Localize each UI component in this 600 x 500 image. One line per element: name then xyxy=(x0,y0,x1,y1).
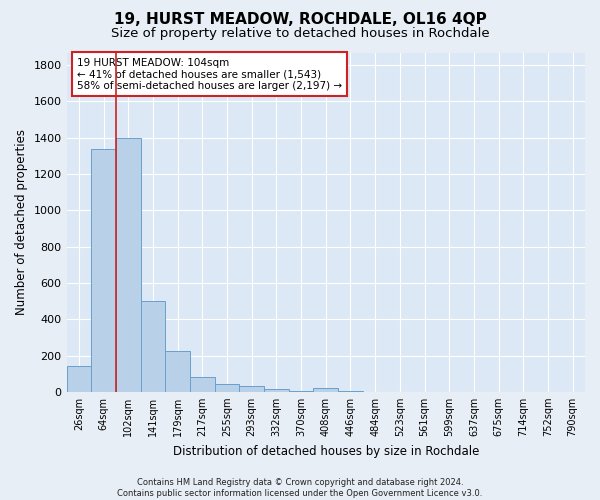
Bar xyxy=(67,366,91,392)
Bar xyxy=(140,301,165,392)
Bar xyxy=(116,138,140,392)
Text: Contains HM Land Registry data © Crown copyright and database right 2024.
Contai: Contains HM Land Registry data © Crown c… xyxy=(118,478,482,498)
Bar xyxy=(338,391,363,392)
Text: 19 HURST MEADOW: 104sqm
← 41% of detached houses are smaller (1,543)
58% of semi: 19 HURST MEADOW: 104sqm ← 41% of detache… xyxy=(77,58,342,91)
Bar xyxy=(289,391,313,392)
Bar xyxy=(239,386,264,392)
Bar xyxy=(165,351,190,392)
X-axis label: Distribution of detached houses by size in Rochdale: Distribution of detached houses by size … xyxy=(173,444,479,458)
Bar xyxy=(215,384,239,392)
Bar xyxy=(190,378,215,392)
Bar xyxy=(264,388,289,392)
Text: Size of property relative to detached houses in Rochdale: Size of property relative to detached ho… xyxy=(110,28,490,40)
Text: 19, HURST MEADOW, ROCHDALE, OL16 4QP: 19, HURST MEADOW, ROCHDALE, OL16 4QP xyxy=(113,12,487,28)
Y-axis label: Number of detached properties: Number of detached properties xyxy=(15,129,28,315)
Bar xyxy=(91,148,116,392)
Bar xyxy=(313,388,338,392)
